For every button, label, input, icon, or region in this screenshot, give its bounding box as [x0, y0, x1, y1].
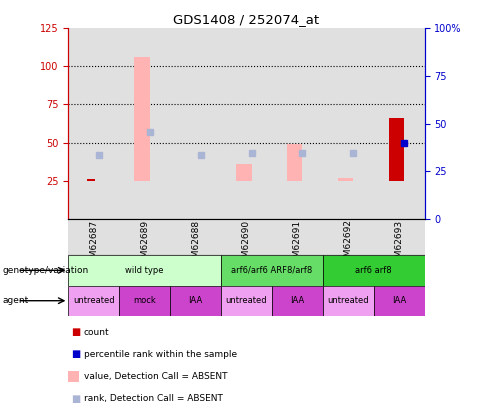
Bar	[68, 28, 119, 219]
Text: mock: mock	[133, 296, 156, 305]
Bar	[272, 28, 323, 219]
Bar	[68, 219, 119, 255]
Bar	[221, 219, 272, 255]
Bar	[323, 28, 374, 219]
Bar	[323, 286, 374, 316]
Text: GSM62690: GSM62690	[242, 220, 251, 269]
Bar	[374, 219, 425, 255]
Bar	[170, 28, 221, 219]
Text: count: count	[84, 328, 110, 337]
Bar	[374, 28, 425, 219]
Bar	[68, 286, 119, 316]
Text: genotype/variation: genotype/variation	[2, 266, 89, 275]
Bar	[87, 179, 95, 181]
Bar	[119, 28, 170, 219]
Bar	[236, 164, 251, 181]
Bar	[135, 57, 150, 181]
Bar	[119, 286, 170, 316]
Bar	[272, 219, 323, 255]
Bar	[221, 286, 272, 316]
Text: wild type: wild type	[125, 266, 164, 275]
Text: untreated: untreated	[73, 296, 115, 305]
Bar	[389, 118, 404, 181]
Bar	[272, 286, 323, 316]
Text: untreated: untreated	[327, 296, 369, 305]
Text: GSM62687: GSM62687	[89, 220, 98, 269]
Bar	[221, 28, 272, 219]
Bar	[323, 219, 374, 255]
Text: value, Detection Call = ABSENT: value, Detection Call = ABSENT	[84, 372, 227, 381]
Text: arf6 arf8: arf6 arf8	[355, 266, 392, 275]
Text: rank, Detection Call = ABSENT: rank, Detection Call = ABSENT	[84, 394, 223, 403]
Text: ■: ■	[71, 350, 80, 359]
Bar	[119, 219, 170, 255]
Text: GSM62691: GSM62691	[293, 220, 302, 269]
Title: GDS1408 / 252074_at: GDS1408 / 252074_at	[173, 13, 320, 26]
Text: percentile rank within the sample: percentile rank within the sample	[84, 350, 237, 359]
Bar	[323, 255, 425, 286]
Bar	[338, 177, 353, 181]
Bar	[170, 219, 221, 255]
Bar	[374, 286, 425, 316]
Text: GSM62693: GSM62693	[395, 220, 404, 269]
Text: arf6/arf6 ARF8/arf8: arf6/arf6 ARF8/arf8	[231, 266, 312, 275]
Text: IAA: IAA	[188, 296, 203, 305]
Text: IAA: IAA	[290, 296, 305, 305]
Text: GSM62688: GSM62688	[191, 220, 200, 269]
Text: GSM62692: GSM62692	[344, 220, 353, 269]
Bar	[287, 144, 303, 181]
Bar	[221, 255, 323, 286]
Bar	[68, 255, 221, 286]
Bar	[170, 286, 221, 316]
Text: untreated: untreated	[225, 296, 267, 305]
Text: GSM62689: GSM62689	[140, 220, 149, 269]
Text: IAA: IAA	[392, 296, 406, 305]
Text: ■: ■	[71, 394, 80, 404]
Text: ■: ■	[71, 327, 80, 337]
Text: agent: agent	[2, 296, 29, 305]
